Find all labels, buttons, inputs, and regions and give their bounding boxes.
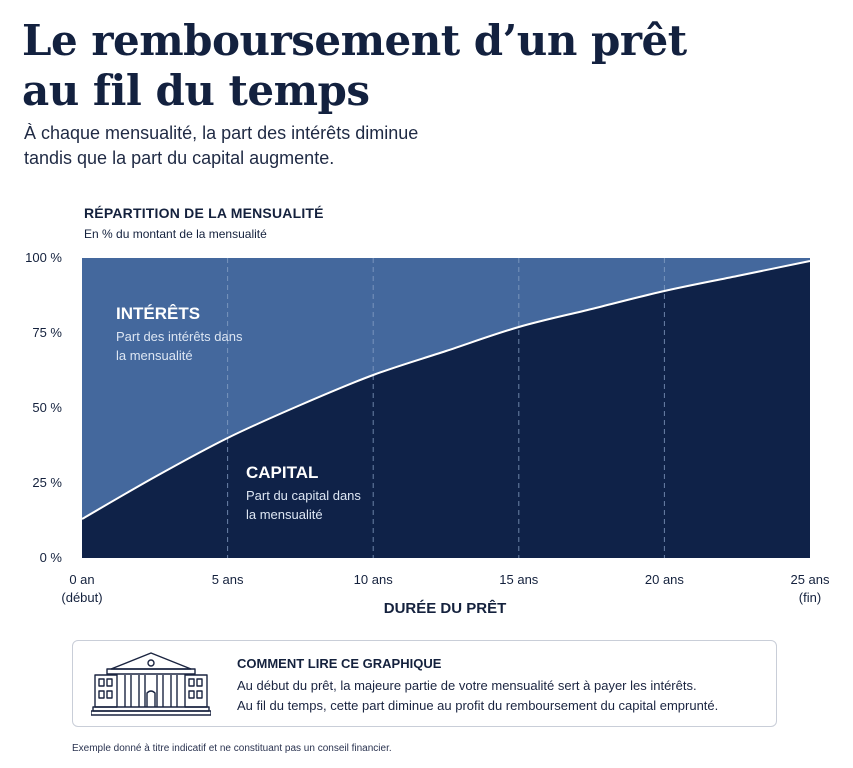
- x-tick-label: 0 an: [69, 572, 94, 587]
- info-heading: COMMENT LIRE CE GRAPHIQUE: [237, 656, 442, 671]
- series-line-boundary: [81, 260, 811, 520]
- x-tick-sublabel: (fin): [799, 590, 821, 605]
- annotation-line-interets: la mensualité: [116, 348, 193, 363]
- info-line-2: Au fil du temps, cette part diminue au p…: [237, 698, 719, 713]
- x-tick-label: 20 ans: [645, 572, 685, 587]
- title-line-1: Le remboursement d’un prêt: [22, 16, 687, 65]
- how-to-read-box: COMMENT LIRE CE GRAPHIQUE Au début du pr…: [72, 640, 777, 727]
- series-area-capital: [82, 261, 810, 558]
- x-axis-title: DURÉE DU PRÊT: [383, 600, 507, 617]
- title-line-2: au fil du temps: [22, 66, 370, 115]
- annotation-line-capital: la mensualité: [246, 507, 323, 522]
- chart-subtitle: En % du montant de la mensualité: [84, 227, 267, 241]
- y-tick-label: 0 %: [40, 550, 63, 565]
- x-tick-label: 5 ans: [212, 572, 244, 587]
- subtitle-line-1: À chaque mensualité, la part des intérêt…: [24, 123, 419, 143]
- x-tick-label: 10 ans: [354, 572, 394, 587]
- annotation-title-interets: INTÉRÊTS: [116, 304, 200, 323]
- annotation-line-interets: Part des intérêts dans: [116, 329, 243, 344]
- x-tick-sublabel: (début): [61, 590, 102, 605]
- y-tick-label: 25 %: [32, 475, 62, 490]
- page-subtitle: À chaque mensualité, la part des intérêt…: [24, 121, 584, 171]
- area-chart: 0 % 25 % 50 % 75 % 100 % 0 an (début) 5 ans 10 a…: [25, 250, 830, 605]
- annotation-line-capital: Part du capital dans: [246, 488, 361, 503]
- disclaimer: Exemple donné à titre indicatif et ne co…: [72, 743, 392, 754]
- chart-title: RÉPARTITION DE LA MENSUALITÉ: [84, 205, 324, 221]
- x-tick-label: 25 ans: [790, 572, 830, 587]
- y-tick-label: 100 %: [25, 250, 62, 265]
- x-tick-label: 15 ans: [499, 572, 539, 587]
- subtitle-line-2: tandis que la part du capital augmente.: [24, 148, 335, 168]
- info-line-1: Au début du prêt, la majeure partie de v…: [237, 678, 697, 693]
- bank-building-icon: [91, 652, 211, 716]
- y-tick-label: 50 %: [32, 400, 62, 415]
- annotation-title-capital: CAPITAL: [246, 463, 318, 482]
- y-tick-label: 75 %: [32, 325, 62, 340]
- page-title: Le remboursement d’un prêt au fil du tem…: [22, 16, 822, 116]
